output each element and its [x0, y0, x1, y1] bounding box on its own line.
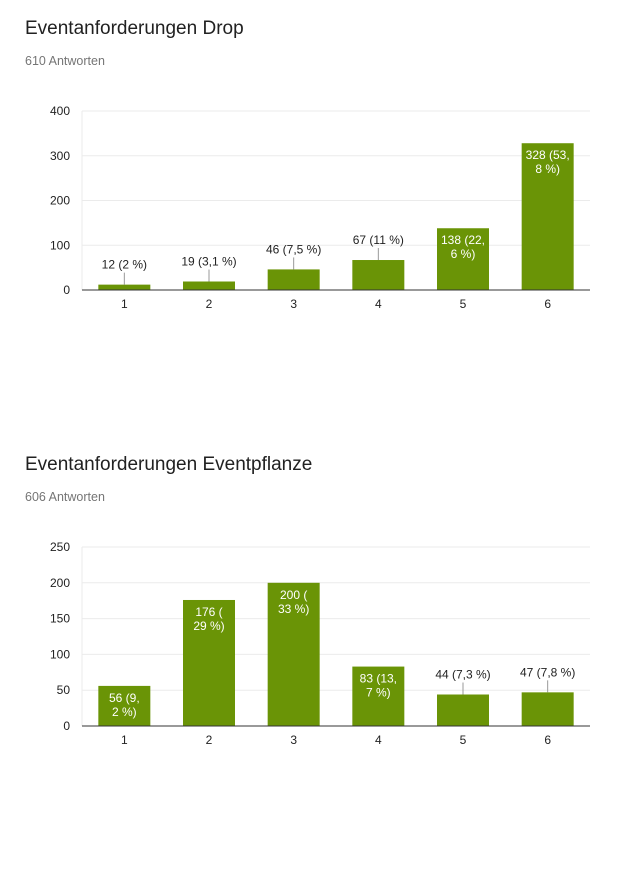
- data-label: 56 (9, 2 %): [109, 691, 140, 719]
- y-tick-label: 200: [50, 576, 70, 590]
- chart-card-drop: Eventanforderungen Drop 610 Antworten 0 1…: [0, 0, 623, 340]
- bar: [437, 694, 489, 726]
- y-tick-label: 300: [50, 149, 70, 163]
- bar-chart-eventpflanze: 0 50 100 150 200 250 1 56 (9, 2 %) 2 176 (29 %) 3 20…: [50, 540, 590, 747]
- chart-title: Eventanforderungen Eventpflanze: [25, 454, 313, 475]
- bar: [98, 685, 151, 726]
- y-tick-label: 50: [57, 683, 71, 697]
- bar: [521, 692, 574, 726]
- data-label: 138 (22, 6 %): [441, 233, 485, 261]
- y-tick-label: 400: [50, 104, 70, 118]
- bar-chart-drop: 0 100 200 300 400 1 12 (2 %) 2 19 (3,1 %) 3 46 (7,…: [50, 104, 590, 311]
- bar: [183, 599, 235, 726]
- y-tick-label: 150: [50, 612, 70, 626]
- bar: [267, 269, 320, 290]
- data-label: 47 (7,8 %): [520, 665, 575, 679]
- x-tick-label: 2: [206, 733, 213, 747]
- x-tick-label: 2: [206, 297, 213, 311]
- data-label: 46 (7,5 %): [266, 242, 321, 256]
- bar: [352, 666, 405, 726]
- bar: [267, 582, 320, 726]
- x-tick-label: 6: [544, 733, 551, 747]
- x-tick-label: 1: [121, 297, 128, 311]
- data-label: 176 (29 %): [193, 605, 224, 633]
- data-label: 200 (33 %): [278, 588, 309, 616]
- y-tick-label: 100: [50, 647, 70, 661]
- bar: [437, 228, 489, 290]
- y-tick-label: 200: [50, 194, 70, 208]
- bar: [352, 260, 405, 290]
- data-label: 19 (3,1 %): [181, 254, 236, 268]
- x-tick-label: 1: [121, 733, 128, 747]
- data-label: 44 (7,3 %): [435, 667, 490, 681]
- bar: [183, 281, 235, 290]
- x-tick-label: 5: [460, 297, 467, 311]
- response-count: 606 Antworten: [25, 490, 105, 504]
- bar: [98, 284, 151, 290]
- y-tick-label: 0: [63, 719, 70, 733]
- x-tick-label: 3: [290, 733, 297, 747]
- data-label: 328 (53, 8 %): [526, 148, 570, 176]
- x-tick-label: 3: [290, 297, 297, 311]
- data-label: 83 (13, 7 %): [360, 672, 397, 700]
- x-tick-label: 4: [375, 297, 382, 311]
- response-count: 610 Antworten: [25, 54, 105, 68]
- y-tick-label: 0: [63, 283, 70, 297]
- y-tick-label: 100: [50, 238, 70, 252]
- x-tick-label: 4: [375, 733, 382, 747]
- data-label: 67 (11 %): [353, 233, 404, 247]
- chart-card-eventpflanze: Eventanforderungen Eventpflanze 606 Antw…: [0, 436, 623, 776]
- data-label: 12 (2 %): [102, 258, 147, 272]
- y-tick-label: 250: [50, 540, 70, 554]
- x-tick-label: 5: [460, 733, 467, 747]
- chart-title: Eventanforderungen Drop: [25, 18, 244, 39]
- x-tick-label: 6: [544, 297, 551, 311]
- bar: [521, 143, 574, 290]
